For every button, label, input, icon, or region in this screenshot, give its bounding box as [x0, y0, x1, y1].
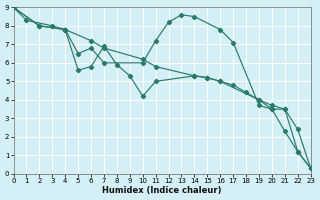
- X-axis label: Humidex (Indice chaleur): Humidex (Indice chaleur): [102, 186, 222, 195]
